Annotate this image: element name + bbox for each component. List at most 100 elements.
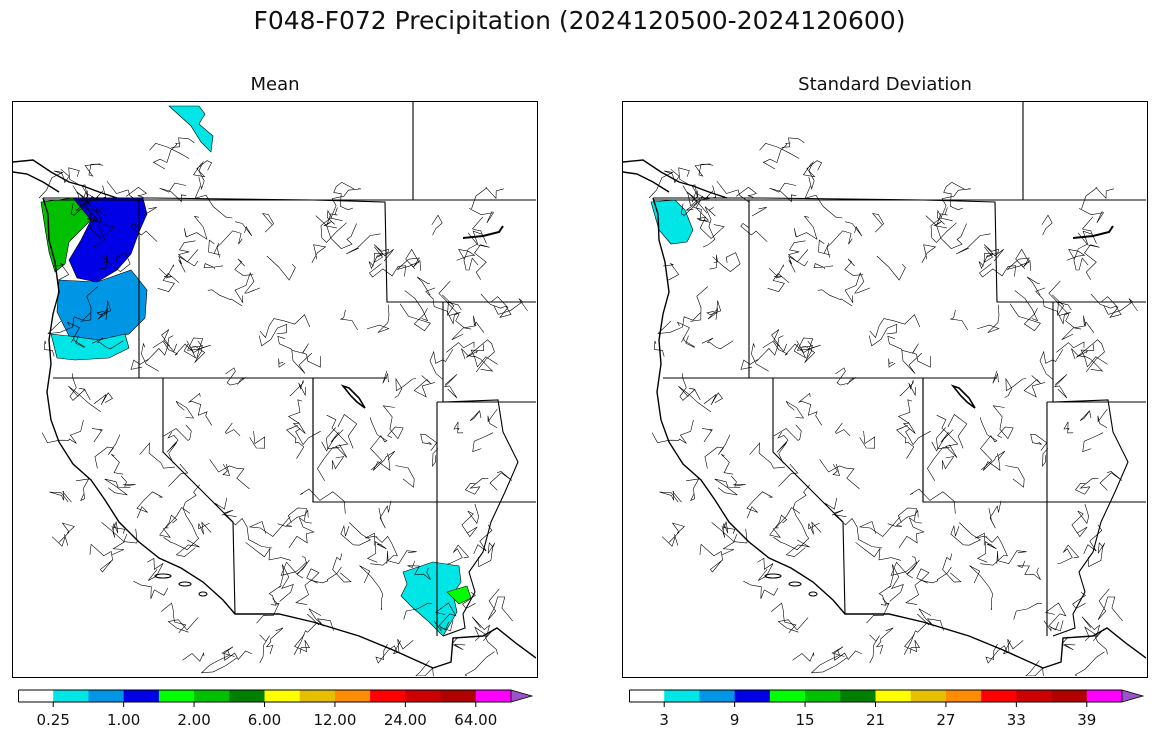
colorbar-segment xyxy=(440,690,477,702)
basin-line xyxy=(157,273,180,292)
basin-line xyxy=(277,335,313,374)
basin-line xyxy=(701,428,714,443)
basin-line xyxy=(222,463,230,476)
basin-line xyxy=(126,186,148,198)
basin-line xyxy=(289,380,306,397)
basin-line xyxy=(268,585,282,606)
basin-line xyxy=(950,522,982,546)
basin-line xyxy=(709,254,718,270)
basin-line xyxy=(293,613,320,655)
basin-line xyxy=(826,230,853,258)
colorbar-segment xyxy=(53,690,89,702)
basin-line xyxy=(91,428,104,443)
colorbar-segment xyxy=(875,690,912,702)
basin-line xyxy=(68,385,102,413)
colorbar-segment xyxy=(475,690,512,702)
basin-line xyxy=(225,422,241,437)
basin-line xyxy=(702,206,716,248)
basin-line xyxy=(345,233,381,255)
basin-line xyxy=(833,514,883,549)
basin-line xyxy=(777,617,809,633)
basin-line xyxy=(91,337,124,350)
basin-line xyxy=(796,337,821,359)
lake-shore xyxy=(462,225,504,239)
basin-line xyxy=(287,399,306,434)
basin-line xyxy=(66,321,80,343)
basin-line xyxy=(209,459,250,490)
basin-line xyxy=(1005,465,1025,488)
basin-line xyxy=(489,471,513,491)
basin-line xyxy=(704,434,731,469)
basin-line xyxy=(1073,230,1092,271)
basin-line xyxy=(936,414,959,458)
basin-line xyxy=(291,343,321,368)
state-line xyxy=(772,378,846,615)
basin-line xyxy=(918,608,944,631)
colorbar-segment xyxy=(1016,690,1053,702)
basin-line xyxy=(58,522,75,543)
basin-line xyxy=(468,208,495,224)
basin-line xyxy=(947,414,968,449)
basin-line xyxy=(163,424,192,441)
basin-line xyxy=(978,246,994,270)
basin-line xyxy=(1097,408,1108,429)
basin-line xyxy=(234,258,254,276)
colorbar-tick-label: 21 xyxy=(865,711,886,729)
colorbar-segment xyxy=(699,690,736,702)
colorbar-segment xyxy=(264,690,301,702)
colorbar-segment xyxy=(769,690,806,702)
basin-line xyxy=(743,580,779,600)
basin-line xyxy=(897,399,916,434)
basin-line xyxy=(407,560,431,581)
basin-line xyxy=(288,516,315,549)
basin-line xyxy=(438,280,455,317)
basin-line xyxy=(221,646,252,661)
basin-line xyxy=(792,652,815,662)
basin-line xyxy=(175,400,195,419)
basin-line xyxy=(101,522,125,556)
basin-line xyxy=(876,255,906,281)
basin-line xyxy=(159,514,178,538)
basin-line xyxy=(921,244,937,263)
colorbar-tick-label: 64.00 xyxy=(454,711,498,729)
basin-line xyxy=(1023,375,1045,398)
basin-line xyxy=(182,652,205,662)
basin-line xyxy=(69,373,91,401)
map-mean xyxy=(12,101,538,678)
basin-line xyxy=(320,209,347,243)
domain-outline xyxy=(43,197,519,637)
channel-island xyxy=(788,581,802,587)
basin-line xyxy=(420,433,438,451)
basin-line xyxy=(983,244,1004,262)
basin-line xyxy=(296,556,307,579)
basin-line xyxy=(405,248,420,270)
basin-line xyxy=(104,478,131,496)
basin-line xyxy=(1039,349,1064,380)
basin-line xyxy=(1061,636,1076,650)
state-line xyxy=(162,378,236,615)
basin-line xyxy=(261,213,274,233)
colorbar-segment xyxy=(123,690,160,702)
precip-shading xyxy=(40,105,472,637)
basin-line xyxy=(340,522,372,546)
basin-line xyxy=(443,374,458,399)
basin-line xyxy=(985,644,1007,664)
basin-line xyxy=(835,422,851,437)
basin-line xyxy=(875,627,894,655)
basin-line xyxy=(890,559,920,576)
basin-line xyxy=(759,143,800,159)
domain-outline xyxy=(653,197,1129,637)
basin-line xyxy=(256,598,280,624)
basin-line xyxy=(177,240,199,263)
basin-line xyxy=(942,456,955,470)
basin-line xyxy=(326,414,349,458)
basin-line xyxy=(429,349,454,380)
basin-line xyxy=(712,252,741,272)
basin-line xyxy=(447,544,470,564)
basin-line xyxy=(166,431,179,464)
basin-line xyxy=(976,304,1000,333)
colorbar-segment xyxy=(1086,690,1123,702)
basin-line xyxy=(776,431,789,464)
colorbar-extend-arrow xyxy=(1121,689,1144,703)
colorbar-segment xyxy=(1051,690,1088,702)
